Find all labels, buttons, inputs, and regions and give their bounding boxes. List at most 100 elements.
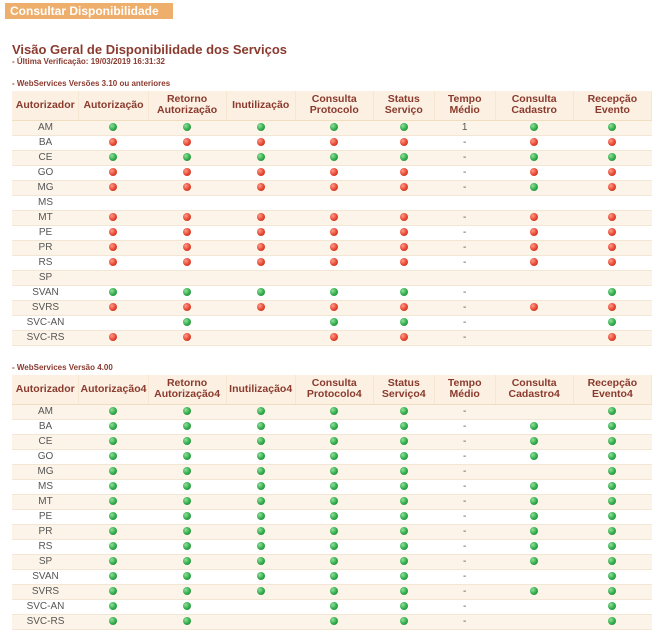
table-row: MT - bbox=[12, 210, 652, 226]
status-green-icon bbox=[109, 496, 118, 505]
status-green-icon bbox=[183, 466, 192, 475]
status-cell bbox=[373, 150, 435, 166]
status-cell bbox=[148, 569, 227, 585]
status-cell bbox=[148, 165, 227, 181]
status-cell bbox=[148, 614, 227, 630]
status-green-icon bbox=[399, 496, 408, 505]
status-red-icon bbox=[109, 182, 118, 191]
avg-time-value: - bbox=[434, 210, 496, 226]
status-red-icon bbox=[530, 137, 539, 146]
status-cell bbox=[226, 255, 296, 271]
status-green-icon bbox=[109, 122, 118, 131]
table-row: SVRS - bbox=[12, 300, 652, 316]
status-red-icon bbox=[530, 257, 539, 266]
status-cell bbox=[373, 539, 435, 555]
authorizer-name: PE bbox=[12, 225, 79, 241]
status-cell bbox=[78, 120, 148, 136]
table-row: CE - bbox=[12, 150, 652, 166]
status-red-icon bbox=[399, 167, 408, 176]
status-cell bbox=[373, 330, 435, 346]
status-green-icon bbox=[109, 451, 118, 460]
header-tab[interactable]: Consultar Disponibilidade bbox=[5, 3, 173, 19]
empty-cell bbox=[226, 599, 296, 615]
status-green-icon bbox=[183, 601, 192, 610]
column-header: Status Serviço bbox=[373, 91, 435, 121]
status-cell bbox=[573, 285, 652, 301]
status-red-icon bbox=[399, 302, 408, 311]
status-cell bbox=[295, 434, 374, 450]
status-green-icon bbox=[399, 541, 408, 550]
status-red-icon bbox=[183, 212, 192, 221]
table-row: MG - bbox=[12, 180, 652, 196]
status-green-icon bbox=[109, 586, 118, 595]
status-cell bbox=[148, 285, 227, 301]
status-cell bbox=[295, 509, 374, 525]
status-cell bbox=[573, 434, 652, 450]
authorizer-name: SVAN bbox=[12, 285, 79, 301]
status-green-icon bbox=[399, 152, 408, 161]
status-green-icon bbox=[256, 466, 265, 475]
status-green-icon bbox=[399, 421, 408, 430]
table-row: PE - bbox=[12, 509, 652, 525]
table-row: RS - bbox=[12, 539, 652, 555]
status-red-icon bbox=[530, 302, 539, 311]
status-cell bbox=[373, 240, 435, 256]
status-red-icon bbox=[608, 167, 617, 176]
status-red-icon bbox=[183, 227, 192, 236]
authorizer-name: SP bbox=[12, 270, 79, 286]
column-header: Consulta Protocolo4 bbox=[295, 375, 374, 405]
empty-cell bbox=[495, 599, 574, 615]
status-red-icon bbox=[109, 242, 118, 251]
status-green-icon bbox=[330, 122, 339, 131]
status-cell bbox=[295, 180, 374, 196]
status-cell bbox=[78, 524, 148, 540]
status-red-icon bbox=[256, 167, 265, 176]
avg-time-value: - bbox=[434, 285, 496, 301]
status-cell bbox=[295, 599, 374, 615]
status-cell bbox=[78, 509, 148, 525]
avg-time-value: - bbox=[434, 449, 496, 465]
status-cell bbox=[495, 554, 574, 570]
empty-cell bbox=[78, 315, 148, 331]
status-cell bbox=[78, 584, 148, 600]
status-green-icon bbox=[399, 287, 408, 296]
authorizer-name: RS bbox=[12, 255, 79, 271]
table-row: AM 1 bbox=[12, 120, 652, 136]
status-cell bbox=[295, 240, 374, 256]
status-cell bbox=[495, 135, 574, 151]
authorizer-name: RS bbox=[12, 539, 79, 555]
status-green-icon bbox=[530, 122, 539, 131]
status-green-icon bbox=[183, 421, 192, 430]
status-cell bbox=[295, 584, 374, 600]
table-row: SP - bbox=[12, 554, 652, 570]
authorizer-name: CE bbox=[12, 150, 79, 166]
status-cell bbox=[373, 524, 435, 540]
status-cell bbox=[495, 524, 574, 540]
status-cell bbox=[373, 300, 435, 316]
authorizer-name: PR bbox=[12, 524, 79, 540]
status-cell bbox=[78, 285, 148, 301]
empty-cell bbox=[226, 315, 296, 331]
status-red-icon bbox=[109, 302, 118, 311]
status-green-icon bbox=[183, 511, 192, 520]
authorizer-name: GO bbox=[12, 165, 79, 181]
status-cell bbox=[573, 494, 652, 510]
table-row: GO - bbox=[12, 165, 652, 181]
status-green-icon bbox=[183, 586, 192, 595]
status-green-icon bbox=[530, 541, 539, 550]
status-cell bbox=[373, 554, 435, 570]
status-green-icon bbox=[256, 496, 265, 505]
status-cell bbox=[78, 255, 148, 271]
status-red-icon bbox=[256, 227, 265, 236]
status-green-icon bbox=[256, 152, 265, 161]
status-cell bbox=[295, 120, 374, 136]
status-green-icon bbox=[256, 526, 265, 535]
empty-cell bbox=[495, 404, 574, 420]
column-header: Autorizador bbox=[12, 91, 80, 121]
status-cell bbox=[373, 509, 435, 525]
status-green-icon bbox=[330, 526, 339, 535]
status-green-icon bbox=[183, 481, 192, 490]
status-cell bbox=[226, 165, 296, 181]
status-cell bbox=[226, 240, 296, 256]
status-cell bbox=[148, 509, 227, 525]
